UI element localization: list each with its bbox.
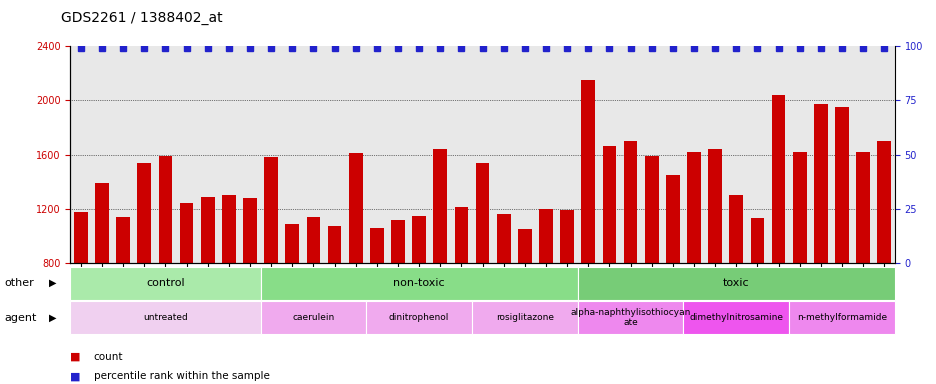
Bar bbox=[285, 224, 299, 263]
Bar bbox=[496, 214, 510, 263]
Bar bbox=[518, 229, 531, 263]
Bar bbox=[74, 212, 88, 263]
Bar bbox=[475, 163, 489, 263]
Bar bbox=[200, 197, 214, 263]
Bar bbox=[412, 215, 426, 263]
Text: toxic: toxic bbox=[723, 278, 749, 288]
Bar bbox=[433, 149, 446, 263]
Bar bbox=[264, 157, 278, 263]
Bar bbox=[306, 217, 320, 263]
Text: untreated: untreated bbox=[143, 313, 187, 322]
Text: count: count bbox=[94, 352, 123, 362]
Bar bbox=[366, 301, 472, 334]
Bar bbox=[708, 149, 722, 263]
Bar bbox=[390, 220, 404, 263]
Text: rosiglitazone: rosiglitazone bbox=[495, 313, 553, 322]
Bar bbox=[260, 267, 578, 300]
Bar bbox=[578, 267, 894, 300]
Bar bbox=[116, 217, 130, 263]
Text: alpha-naphthylisothiocyan
ate: alpha-naphthylisothiocyan ate bbox=[570, 308, 690, 328]
Text: ■: ■ bbox=[70, 352, 80, 362]
Bar bbox=[792, 152, 806, 263]
Text: other: other bbox=[5, 278, 35, 288]
Bar bbox=[560, 210, 574, 263]
Bar bbox=[580, 80, 594, 263]
Text: non-toxic: non-toxic bbox=[393, 278, 445, 288]
Text: caerulein: caerulein bbox=[292, 313, 334, 322]
Bar bbox=[876, 141, 890, 263]
Bar bbox=[665, 175, 679, 263]
Bar bbox=[602, 146, 616, 263]
Bar bbox=[242, 198, 256, 263]
Text: GDS2261 / 1388402_at: GDS2261 / 1388402_at bbox=[61, 11, 222, 25]
Bar bbox=[834, 107, 848, 263]
Bar bbox=[788, 301, 894, 334]
Bar bbox=[856, 152, 869, 263]
Text: ▶: ▶ bbox=[49, 278, 56, 288]
Bar bbox=[472, 301, 578, 334]
Bar bbox=[328, 227, 341, 263]
Bar bbox=[813, 104, 826, 263]
Bar bbox=[686, 152, 700, 263]
Text: agent: agent bbox=[5, 313, 37, 323]
Bar bbox=[70, 267, 260, 300]
Bar bbox=[682, 301, 788, 334]
Text: dinitrophenol: dinitrophenol bbox=[388, 313, 449, 322]
Bar bbox=[370, 228, 384, 263]
Text: percentile rank within the sample: percentile rank within the sample bbox=[94, 371, 270, 381]
Text: control: control bbox=[146, 278, 184, 288]
Bar bbox=[454, 207, 468, 263]
Bar bbox=[771, 95, 784, 263]
Bar bbox=[623, 141, 636, 263]
Bar bbox=[728, 195, 742, 263]
Bar bbox=[538, 209, 552, 263]
Text: ▶: ▶ bbox=[49, 313, 56, 323]
Text: n-methylformamide: n-methylformamide bbox=[796, 313, 886, 322]
Bar bbox=[138, 163, 151, 263]
Bar bbox=[260, 301, 366, 334]
Bar bbox=[750, 218, 764, 263]
Bar bbox=[95, 183, 109, 263]
Bar bbox=[578, 301, 682, 334]
Bar bbox=[180, 204, 193, 263]
Bar bbox=[158, 156, 172, 263]
Bar bbox=[70, 301, 260, 334]
Text: dimethylnitrosamine: dimethylnitrosamine bbox=[689, 313, 782, 322]
Bar bbox=[222, 195, 236, 263]
Bar bbox=[348, 153, 362, 263]
Text: ■: ■ bbox=[70, 371, 80, 381]
Bar bbox=[644, 156, 658, 263]
